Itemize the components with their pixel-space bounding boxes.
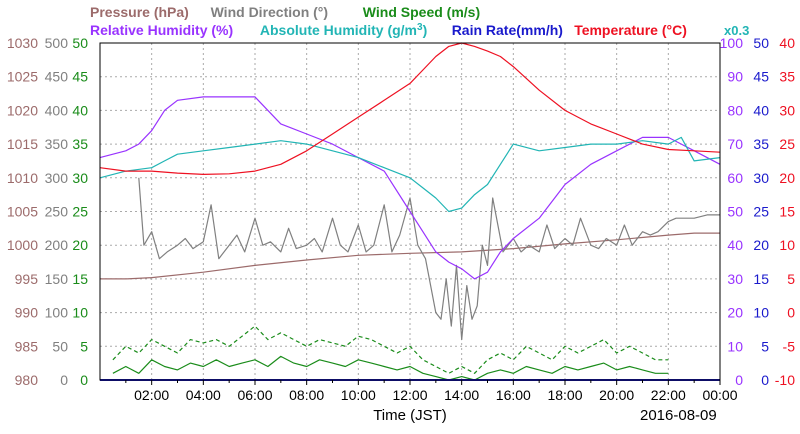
temperature-tick-label: -5 [783, 338, 796, 354]
series-line [112, 355, 669, 381]
legend-item: Rain Rate(mm/h) [452, 22, 563, 38]
pressure-tick-label: 985 [15, 338, 39, 354]
pressure-tick-label: 1025 [7, 69, 38, 85]
humidity-tick-label: 50 [727, 204, 743, 220]
x-tick-label: 22:00 [651, 387, 686, 403]
wind_direction-tick-label: 50 [52, 338, 68, 354]
wind_direction-tick-label: 100 [45, 305, 69, 321]
temperature-tick-label: 30 [779, 102, 795, 118]
legend-item: Absolute Humidity (g/m3) [260, 22, 427, 38]
x-tick-label: 18:00 [547, 387, 582, 403]
x-tick-label: 04:00 [186, 387, 221, 403]
x-tick-label: 20:00 [599, 387, 634, 403]
humidity-tick-label: 20 [727, 305, 743, 321]
x-tick-label: 14:00 [444, 387, 479, 403]
x-tick-label: 06:00 [237, 387, 272, 403]
series-line [138, 177, 720, 341]
humidity-tick-label: 30 [727, 271, 743, 287]
humidity-tick-label: 60 [727, 170, 743, 186]
temperature-tick-label: 5 [787, 271, 795, 287]
legend-item: Temperature (°C) [574, 22, 687, 38]
x-tick-label: 00:00 [702, 387, 737, 403]
pressure-tick-label: 1030 [7, 35, 38, 51]
wind_speed-tick-label: 20 [72, 237, 88, 253]
x-tick-label: 10:00 [341, 387, 376, 403]
axes-layer: 9809859909951000100510101015102010251030… [7, 35, 795, 388]
rain-tick-label: 15 [753, 271, 769, 287]
rain-tick-label: 45 [753, 69, 769, 85]
humidity-tick-label: 70 [727, 136, 743, 152]
wind_direction-tick-label: 400 [45, 102, 69, 118]
rain-tick-label: 0 [761, 372, 769, 388]
scale-note: x0.3 [724, 23, 749, 38]
wind_direction-tick-label: 450 [45, 69, 69, 85]
rain-tick-label: 35 [753, 136, 769, 152]
wind_direction-tick-label: 0 [60, 372, 68, 388]
pressure-tick-label: 990 [15, 305, 39, 321]
legend-item: Wind Speed (m/s) [363, 4, 480, 20]
wind_speed-tick-label: 35 [72, 136, 88, 152]
humidity-tick-label: 40 [727, 237, 743, 253]
temperature-tick-label: 35 [779, 69, 795, 85]
series-line [112, 325, 669, 374]
temperature-tick-label: 15 [779, 204, 795, 220]
legend-item: Relative Humidity (%) [90, 22, 233, 38]
x-axis-title: Time (JST) [373, 407, 447, 424]
legend-item: Wind Direction (°) [211, 4, 328, 20]
wind_direction-tick-label: 350 [45, 136, 69, 152]
temperature-tick-label: 25 [779, 136, 795, 152]
pressure-tick-label: 980 [15, 372, 39, 388]
wind_speed-tick-label: 45 [72, 69, 88, 85]
temperature-tick-label: -10 [775, 372, 795, 388]
rain-tick-label: 40 [753, 102, 769, 118]
rain-tick-label: 20 [753, 237, 769, 253]
date-label: 2016-08-09 [640, 407, 717, 424]
wind_direction-tick-label: 300 [45, 170, 69, 186]
temperature-tick-label: 40 [779, 35, 795, 51]
rain-tick-label: 25 [753, 204, 769, 220]
temperature-tick-label: 10 [779, 237, 795, 253]
x-tick-label: 02:00 [134, 387, 169, 403]
series-line [99, 136, 721, 213]
wind_speed-tick-label: 50 [72, 35, 88, 51]
legend: Pressure (hPa) Wind Direction (°) Wind Spe… [90, 4, 749, 38]
wind_direction-tick-label: 200 [45, 237, 69, 253]
rain-tick-label: 5 [761, 338, 769, 354]
wind_direction-tick-label: 250 [45, 204, 69, 220]
wind_speed-tick-label: 30 [72, 170, 88, 186]
pressure-tick-label: 1000 [7, 237, 38, 253]
x-tick-label: 08:00 [289, 387, 324, 403]
series-line [99, 42, 721, 175]
rain-tick-label: 30 [753, 170, 769, 186]
humidity-tick-label: 100 [720, 35, 744, 51]
rain-tick-label: 10 [753, 305, 769, 321]
wind_speed-tick-label: 40 [72, 102, 88, 118]
legend-item: Pressure (hPa) [90, 4, 189, 20]
humidity-tick-label: 0 [735, 372, 743, 388]
humidity-tick-label: 10 [727, 338, 743, 354]
series-line [99, 96, 721, 280]
x-axis: 02:00 04:00 06:00 08:00 10:00 12:00 14:00 16:00… [125, 380, 738, 403]
temperature-tick-label: 20 [779, 170, 795, 186]
wind_speed-tick-label: 10 [72, 305, 88, 321]
series-line [100, 232, 720, 280]
x-tick-label: 12:00 [392, 387, 427, 403]
wind_direction-tick-label: 500 [45, 35, 69, 51]
wind_speed-tick-label: 15 [72, 271, 88, 287]
pressure-tick-label: 1020 [7, 102, 38, 118]
pressure-tick-label: 1005 [7, 204, 38, 220]
temperature-tick-label: 0 [787, 305, 795, 321]
wind_direction-tick-label: 150 [45, 271, 69, 287]
x-tick-label: 16:00 [496, 387, 531, 403]
wind_speed-tick-label: 5 [80, 338, 88, 354]
humidity-tick-label: 80 [727, 102, 743, 118]
pressure-tick-label: 1015 [7, 136, 38, 152]
pressure-tick-label: 995 [15, 271, 39, 287]
humidity-tick-label: 90 [727, 69, 743, 85]
wind_speed-tick-label: 25 [72, 204, 88, 220]
rain-tick-label: 50 [753, 35, 769, 51]
pressure-tick-label: 1010 [7, 170, 38, 186]
wind_speed-tick-label: 0 [80, 372, 88, 388]
